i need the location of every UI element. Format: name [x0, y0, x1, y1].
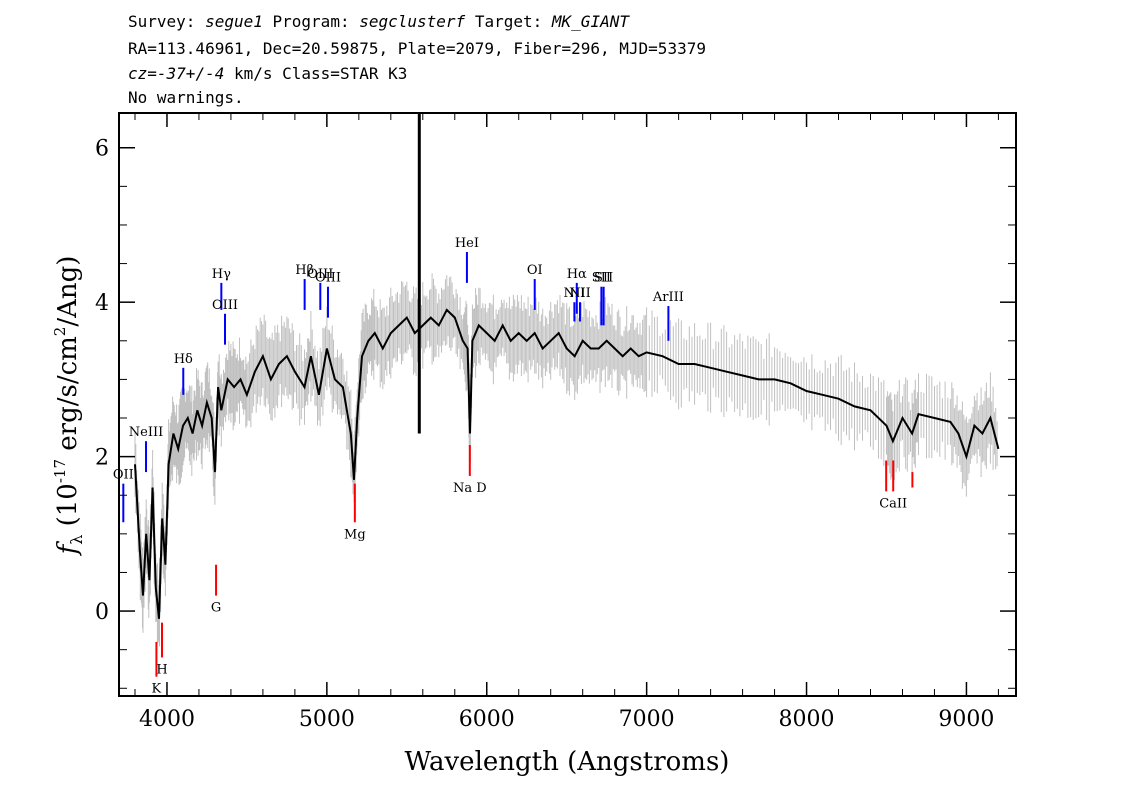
absorption-line-label: CaII: [879, 496, 907, 511]
absorption-line-label: H: [156, 662, 167, 677]
x-tick-label: 9000: [938, 707, 994, 732]
y-axis-units-2: erg/s/cm: [53, 336, 83, 459]
target-value: MK_GIANT: [551, 12, 629, 31]
cz-value: -37+/-4: [156, 64, 225, 83]
absorption-line-label: G: [211, 601, 221, 616]
emission-line-label: SII: [594, 271, 613, 286]
x-tick-label: 5000: [299, 707, 355, 732]
x-tick-label: 8000: [779, 707, 835, 732]
emission-line-label: NeIII: [129, 425, 163, 440]
y-axis-exp-2: 2: [51, 327, 69, 337]
emission-line-label: OII: [113, 468, 134, 483]
spectral-line-markers: OIINeIIIHδHγOIIIHβOIIIOIIIHeIOINIIHαNIIS…: [113, 236, 914, 697]
program-value: segclusterf: [359, 12, 466, 31]
flux-error-band: [134, 273, 998, 647]
emission-line-label: Hγ: [212, 267, 231, 282]
absorption-line-label: Na D: [453, 481, 487, 496]
emission-line-label: OIII: [212, 298, 238, 313]
survey-value: segue1: [205, 12, 263, 31]
x-tick-label: 6000: [459, 707, 515, 732]
header-line-2: RA=113.46961, Dec=20.59875, Plate=2079, …: [128, 39, 706, 58]
flux-series: [134, 308, 1000, 619]
absorption-line-label: K: [152, 682, 162, 697]
emission-line-label: Hβ: [295, 263, 314, 278]
series-layer: [134, 113, 1000, 619]
y-axis-units-1: (10: [53, 483, 83, 535]
program-label: Program:: [272, 12, 350, 31]
y-axis-units-3: /Ang): [53, 256, 83, 327]
y-axis-title: fλ (10-17 erg/s/cm2/Ang): [51, 256, 86, 557]
emission-line-label: OIII: [307, 267, 333, 282]
target-label: Target:: [474, 12, 543, 31]
y-axis-exp: -17: [51, 459, 69, 483]
header-line-1: Survey: segue1 Program: segclusterf Targ…: [128, 13, 629, 31]
emission-line-label: NII: [564, 286, 586, 301]
y-tick-label: 6: [95, 137, 109, 162]
header-line-3: cz=-37+/-4 km/s Class=STAR K3: [128, 65, 407, 83]
emission-line-label: SII: [592, 271, 611, 286]
error-band: [134, 273, 998, 647]
header-line-4: No warnings.: [128, 88, 244, 107]
emission-line-label: HeI: [455, 236, 479, 251]
emission-line-label: Hα: [567, 267, 587, 282]
y-tick-label: 4: [95, 291, 109, 316]
y-tick-label: 2: [95, 446, 109, 471]
x-axis-title: Wavelength (Angstroms): [405, 747, 730, 777]
x-tick-label: 7000: [619, 707, 675, 732]
emission-line-label: NII: [569, 286, 591, 301]
absorption-line-label: Mg: [344, 527, 366, 542]
emission-line-label: Hδ: [174, 352, 193, 367]
plot-frame: [118, 112, 1017, 697]
y-axis-lambda: λ: [67, 535, 86, 545]
cz-rest: km/s Class=STAR K3: [224, 64, 408, 83]
y-tick-label: 0: [95, 600, 109, 625]
cz-label: cz=: [128, 64, 157, 83]
survey-label: Survey:: [128, 12, 196, 31]
emission-line-label: ArIII: [652, 290, 684, 305]
emission-line-label: OIII: [315, 271, 341, 286]
x-tick-label: 4000: [139, 707, 195, 732]
axis-ticks: 4000 5000 6000 7000 8000 9000 0 2 4 6: [95, 113, 1016, 732]
emission-line-label: OI: [527, 263, 543, 278]
